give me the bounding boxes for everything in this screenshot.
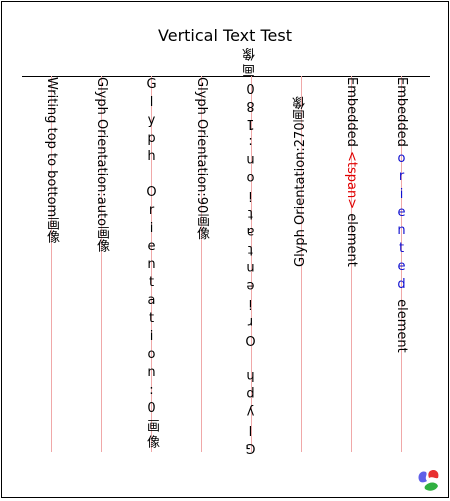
guide-line-3 bbox=[151, 76, 152, 452]
embedded-prefix: Embedded bbox=[394, 77, 409, 152]
vertical-text-embedded-tspan: Embedded <tspan> element bbox=[343, 77, 359, 267]
vertical-text-orientation-0: Glyph Orientation:0画像 bbox=[144, 77, 159, 451]
embedded-prefix: Embedded bbox=[344, 77, 359, 152]
orientation-270-text: Glyph Orientation:270画像 bbox=[293, 96, 308, 267]
guide-line-5 bbox=[251, 76, 252, 452]
guide-line-8 bbox=[401, 76, 402, 452]
guide-line-6 bbox=[301, 76, 302, 452]
guide-line-2 bbox=[101, 76, 102, 452]
guide-line-1 bbox=[51, 76, 52, 452]
vertical-text-embedded-oriented: Embedded oriented element bbox=[393, 77, 409, 353]
orientation-180-text: Glyph Orientation:180画像 bbox=[243, 45, 258, 455]
embedded-suffix: element bbox=[394, 295, 409, 353]
embedded-suffix: element bbox=[344, 209, 359, 267]
vertical-text-orientation-270: Glyph Orientation:270画像 bbox=[293, 77, 309, 267]
vertical-text-orientation-auto: Glyph Orientation:auto画像 bbox=[94, 77, 109, 253]
vertical-text-orientation-180: Glyph Orientation:180画像 bbox=[243, 45, 259, 455]
vertical-text-orientation-90: Glyph Orientation:90画像 bbox=[194, 77, 209, 240]
page-title: Vertical Text Test bbox=[158, 26, 292, 45]
vertical-text-top-to-bottom: Writing top to bottom画像 bbox=[44, 77, 59, 244]
svg-logo-icon bbox=[418, 469, 439, 491]
tspan-label: <tspan> bbox=[344, 151, 359, 210]
oriented-label: oriented bbox=[394, 151, 409, 296]
guide-line-4 bbox=[201, 76, 202, 452]
guide-line-7 bbox=[351, 76, 352, 452]
top-rule bbox=[22, 76, 430, 77]
